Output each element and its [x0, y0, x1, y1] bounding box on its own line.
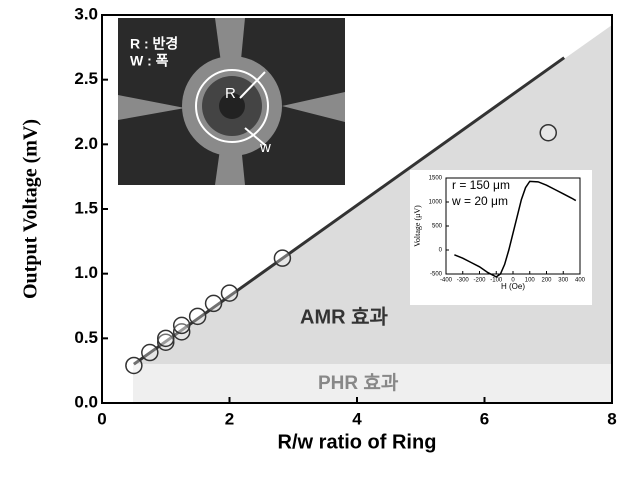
annotation: PHR 효과	[318, 372, 399, 394]
data-point	[141, 343, 159, 362]
y-tick-label: 0.0	[74, 392, 98, 411]
x-tick-label: 400	[575, 278, 586, 284]
data-point	[273, 249, 292, 267]
data-point	[172, 316, 191, 335]
data-point	[172, 323, 191, 341]
x-tick-label: 300	[558, 278, 569, 284]
y-tick-label: 2.5	[74, 69, 98, 88]
y-tick-label: 1.5	[74, 198, 98, 217]
x-tick-label: 8	[607, 409, 616, 428]
data-point	[204, 294, 223, 313]
x-axis-title: R/w ratio of Ring	[278, 431, 437, 453]
annotation: w = 20 μm	[451, 194, 508, 208]
data-line	[454, 180, 577, 278]
y-tick-label: 1.0	[74, 263, 98, 282]
x-tick-label: -400	[440, 278, 453, 284]
image-label: R	[225, 85, 236, 102]
x-tick-label: 4	[352, 409, 362, 428]
image-label: w	[259, 139, 271, 156]
y-tick-label: 0	[439, 248, 443, 254]
data-point	[157, 333, 175, 351]
y-tick-label: 500	[432, 224, 443, 230]
y-axis-title: Output Voltage (mV)	[20, 119, 42, 299]
data-point	[125, 356, 143, 375]
y-tick-label: 1500	[429, 176, 443, 182]
image-label: W : 폭	[130, 53, 169, 69]
data-point	[188, 307, 207, 326]
x-tick-label: 0	[511, 278, 515, 284]
x-tick-label: -200	[473, 278, 486, 284]
data-point	[157, 329, 175, 348]
data-point	[220, 284, 239, 302]
x-tick-label: 200	[541, 278, 552, 284]
phr-region	[133, 364, 612, 403]
y-tick-label: -500	[430, 272, 443, 278]
data-point	[539, 123, 557, 142]
x-tick-label: 6	[480, 409, 489, 428]
photo-inset	[118, 18, 345, 185]
x-tick-label: -300	[457, 278, 470, 284]
image-label: R : 반경	[130, 36, 178, 52]
annotation: AMR 효과	[300, 305, 389, 328]
y-tick-label: 0.5	[74, 328, 98, 347]
x-tick-label: 0	[97, 409, 106, 428]
x-tick-label: -100	[490, 278, 503, 284]
y-tick-label: 2.0	[74, 134, 98, 153]
annotation: r = 150 μm	[452, 178, 510, 192]
y-axis-title: Voltage (μV)	[413, 205, 422, 247]
x-tick-label: 2	[225, 409, 234, 428]
y-tick-label: 3.0	[74, 4, 98, 23]
y-tick-label: 1000	[429, 200, 443, 206]
x-tick-label: 100	[525, 278, 536, 284]
x-axis-title: H (Oe)	[501, 282, 525, 291]
